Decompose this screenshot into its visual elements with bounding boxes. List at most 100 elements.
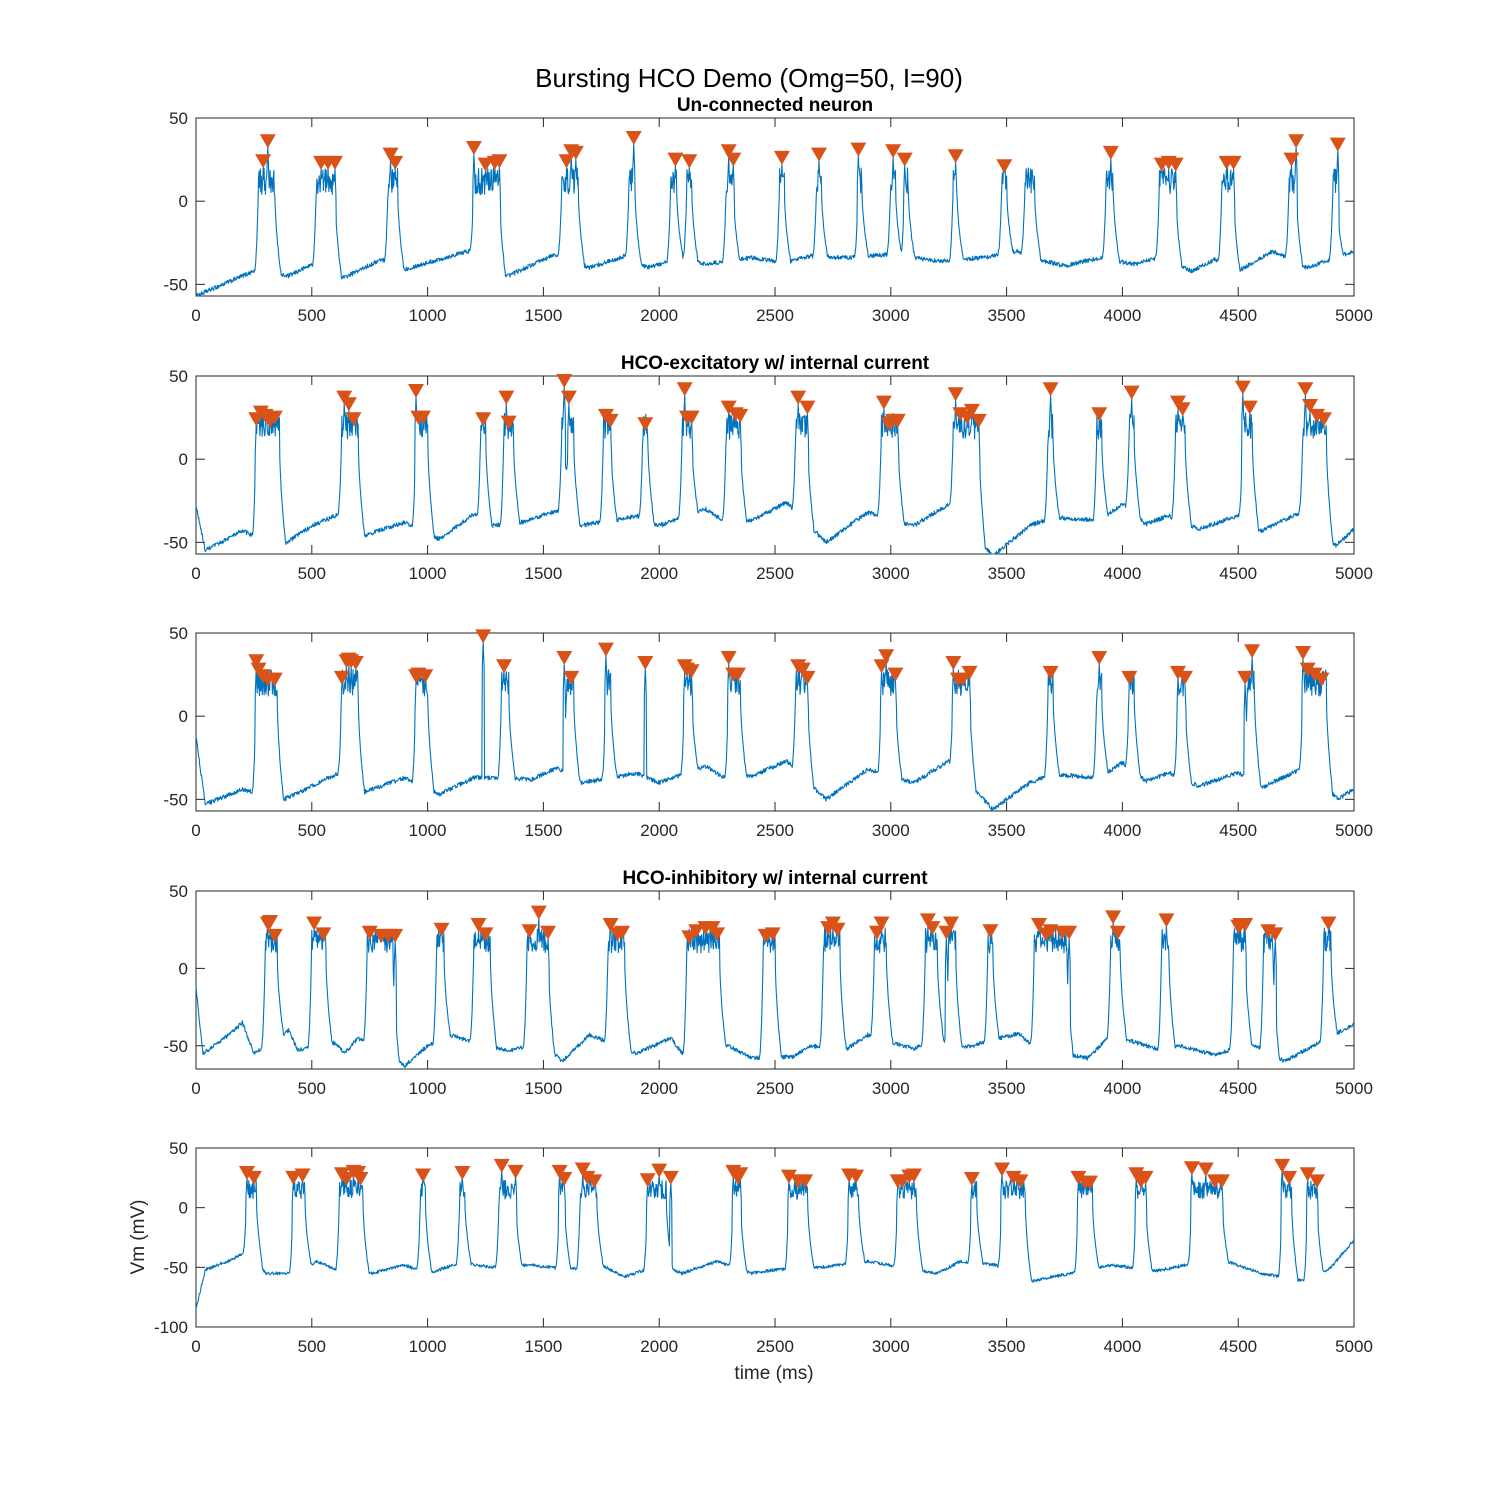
spike-marker — [1176, 670, 1193, 685]
x-tick-label: 500 — [298, 564, 326, 583]
x-tick-label: 0 — [191, 306, 200, 325]
spike-marker — [387, 155, 404, 170]
spike-marker — [887, 667, 904, 682]
spike-marker — [1237, 918, 1254, 933]
subplot-5: 0 500 1000 1500 2000 2500 3000 3500 4000 4500 5000… — [154, 1139, 1373, 1356]
spike-marker — [1299, 662, 1316, 677]
spike-marker — [945, 655, 962, 670]
spike-marker — [1158, 913, 1175, 928]
y-tick-label: 50 — [169, 882, 188, 901]
spike-marker — [1315, 412, 1332, 427]
spike-marker — [709, 927, 726, 942]
spike-marker — [433, 922, 450, 937]
spike-marker — [639, 1173, 656, 1188]
spike-marker — [924, 921, 941, 936]
spike-marker — [1288, 134, 1305, 149]
spike-marker — [875, 395, 892, 410]
x-tick-label: 2500 — [756, 1337, 794, 1356]
spike-marker — [982, 924, 999, 939]
x-tick-label: 4500 — [1219, 306, 1257, 325]
x-tick-label: 4000 — [1103, 821, 1141, 840]
spike-marker — [996, 159, 1013, 174]
plot-area — [195, 117, 1355, 297]
spike-marker — [1267, 927, 1284, 942]
x-tick-label: 1500 — [524, 564, 562, 583]
spike-marker — [586, 1174, 603, 1189]
spike-marker — [1306, 667, 1323, 682]
x-tick-label: 2000 — [640, 1337, 678, 1356]
spike-marker — [885, 144, 902, 159]
spike-marker — [1137, 1170, 1154, 1185]
x-tick-label: 4500 — [1219, 564, 1257, 583]
x-tick-label: 500 — [298, 1079, 326, 1098]
spike-marker — [1234, 380, 1251, 395]
x-tick-label: 500 — [298, 306, 326, 325]
spike-marker — [683, 410, 700, 425]
spike-marker — [1102, 145, 1119, 160]
spike-marker — [340, 397, 357, 412]
spike-marker — [681, 930, 698, 945]
y-tick-label: 50 — [169, 1139, 188, 1158]
spike-marker — [1005, 1170, 1022, 1185]
x-tick-label: 3000 — [872, 1079, 910, 1098]
x-tick-label: 2500 — [756, 821, 794, 840]
spike-marker — [574, 1162, 591, 1177]
spike-marker — [266, 672, 283, 687]
x-tick-label: 500 — [298, 821, 326, 840]
spike-marker — [676, 382, 693, 397]
y-tick-label: 50 — [169, 624, 188, 643]
spike-marker — [947, 149, 964, 164]
x-tick-label: 5000 — [1335, 1079, 1373, 1098]
spike-marker — [993, 1162, 1010, 1177]
x-tick-label: 1000 — [409, 1337, 447, 1356]
spike-marker — [1225, 155, 1242, 170]
spike-marker — [1070, 1170, 1087, 1185]
x-tick-label: 2500 — [756, 564, 794, 583]
spike-marker — [475, 629, 492, 644]
spike-marker — [873, 916, 890, 931]
spike-marker — [896, 152, 913, 167]
spike-marker — [919, 913, 936, 928]
x-tick-label: 0 — [191, 1337, 200, 1356]
spike-marker — [558, 154, 575, 169]
spike-marker — [454, 1166, 471, 1181]
vm-trace — [195, 385, 1355, 555]
spike-marker — [878, 649, 895, 664]
spike-marker — [315, 927, 332, 942]
spike-marker — [637, 655, 654, 670]
x-tick-label: 4500 — [1219, 1079, 1257, 1098]
spike-marker — [790, 390, 807, 405]
x-tick-label: 5000 — [1335, 1337, 1373, 1356]
spike-marker — [1241, 400, 1258, 415]
spike-marker — [1169, 665, 1186, 680]
spike-marker — [255, 154, 272, 169]
x-tick-label: 2000 — [640, 306, 678, 325]
spike-marker — [637, 417, 654, 432]
spike-marker — [347, 655, 364, 670]
x-tick-label: 4000 — [1103, 306, 1141, 325]
spike-marker — [970, 413, 987, 428]
spike-marker — [498, 390, 515, 405]
y-tick-label: -100 — [154, 1318, 188, 1337]
spike-marker — [579, 1170, 596, 1185]
x-tick-label: 0 — [191, 1079, 200, 1098]
spike-marker — [507, 1164, 524, 1179]
x-tick-label: 1000 — [409, 1079, 447, 1098]
y-tick-label: -50 — [163, 533, 188, 552]
subplot-3: 0 500 1000 1500 2000 2500 3000 3500 4000 4500 5000… — [163, 624, 1372, 840]
plot-area — [195, 375, 1355, 555]
spike-marker — [475, 412, 492, 427]
x-tick-label: 3000 — [872, 564, 910, 583]
spike-marker — [1283, 152, 1300, 167]
x-tick-label: 3000 — [872, 306, 910, 325]
spike-marker — [521, 924, 538, 939]
spike-marker — [1042, 382, 1059, 397]
spike-marker — [1274, 1158, 1291, 1173]
spike-marker — [794, 662, 811, 677]
spike-marker — [780, 1169, 797, 1184]
spike-marker — [729, 667, 746, 682]
y-tick-label: -50 — [163, 1037, 188, 1056]
